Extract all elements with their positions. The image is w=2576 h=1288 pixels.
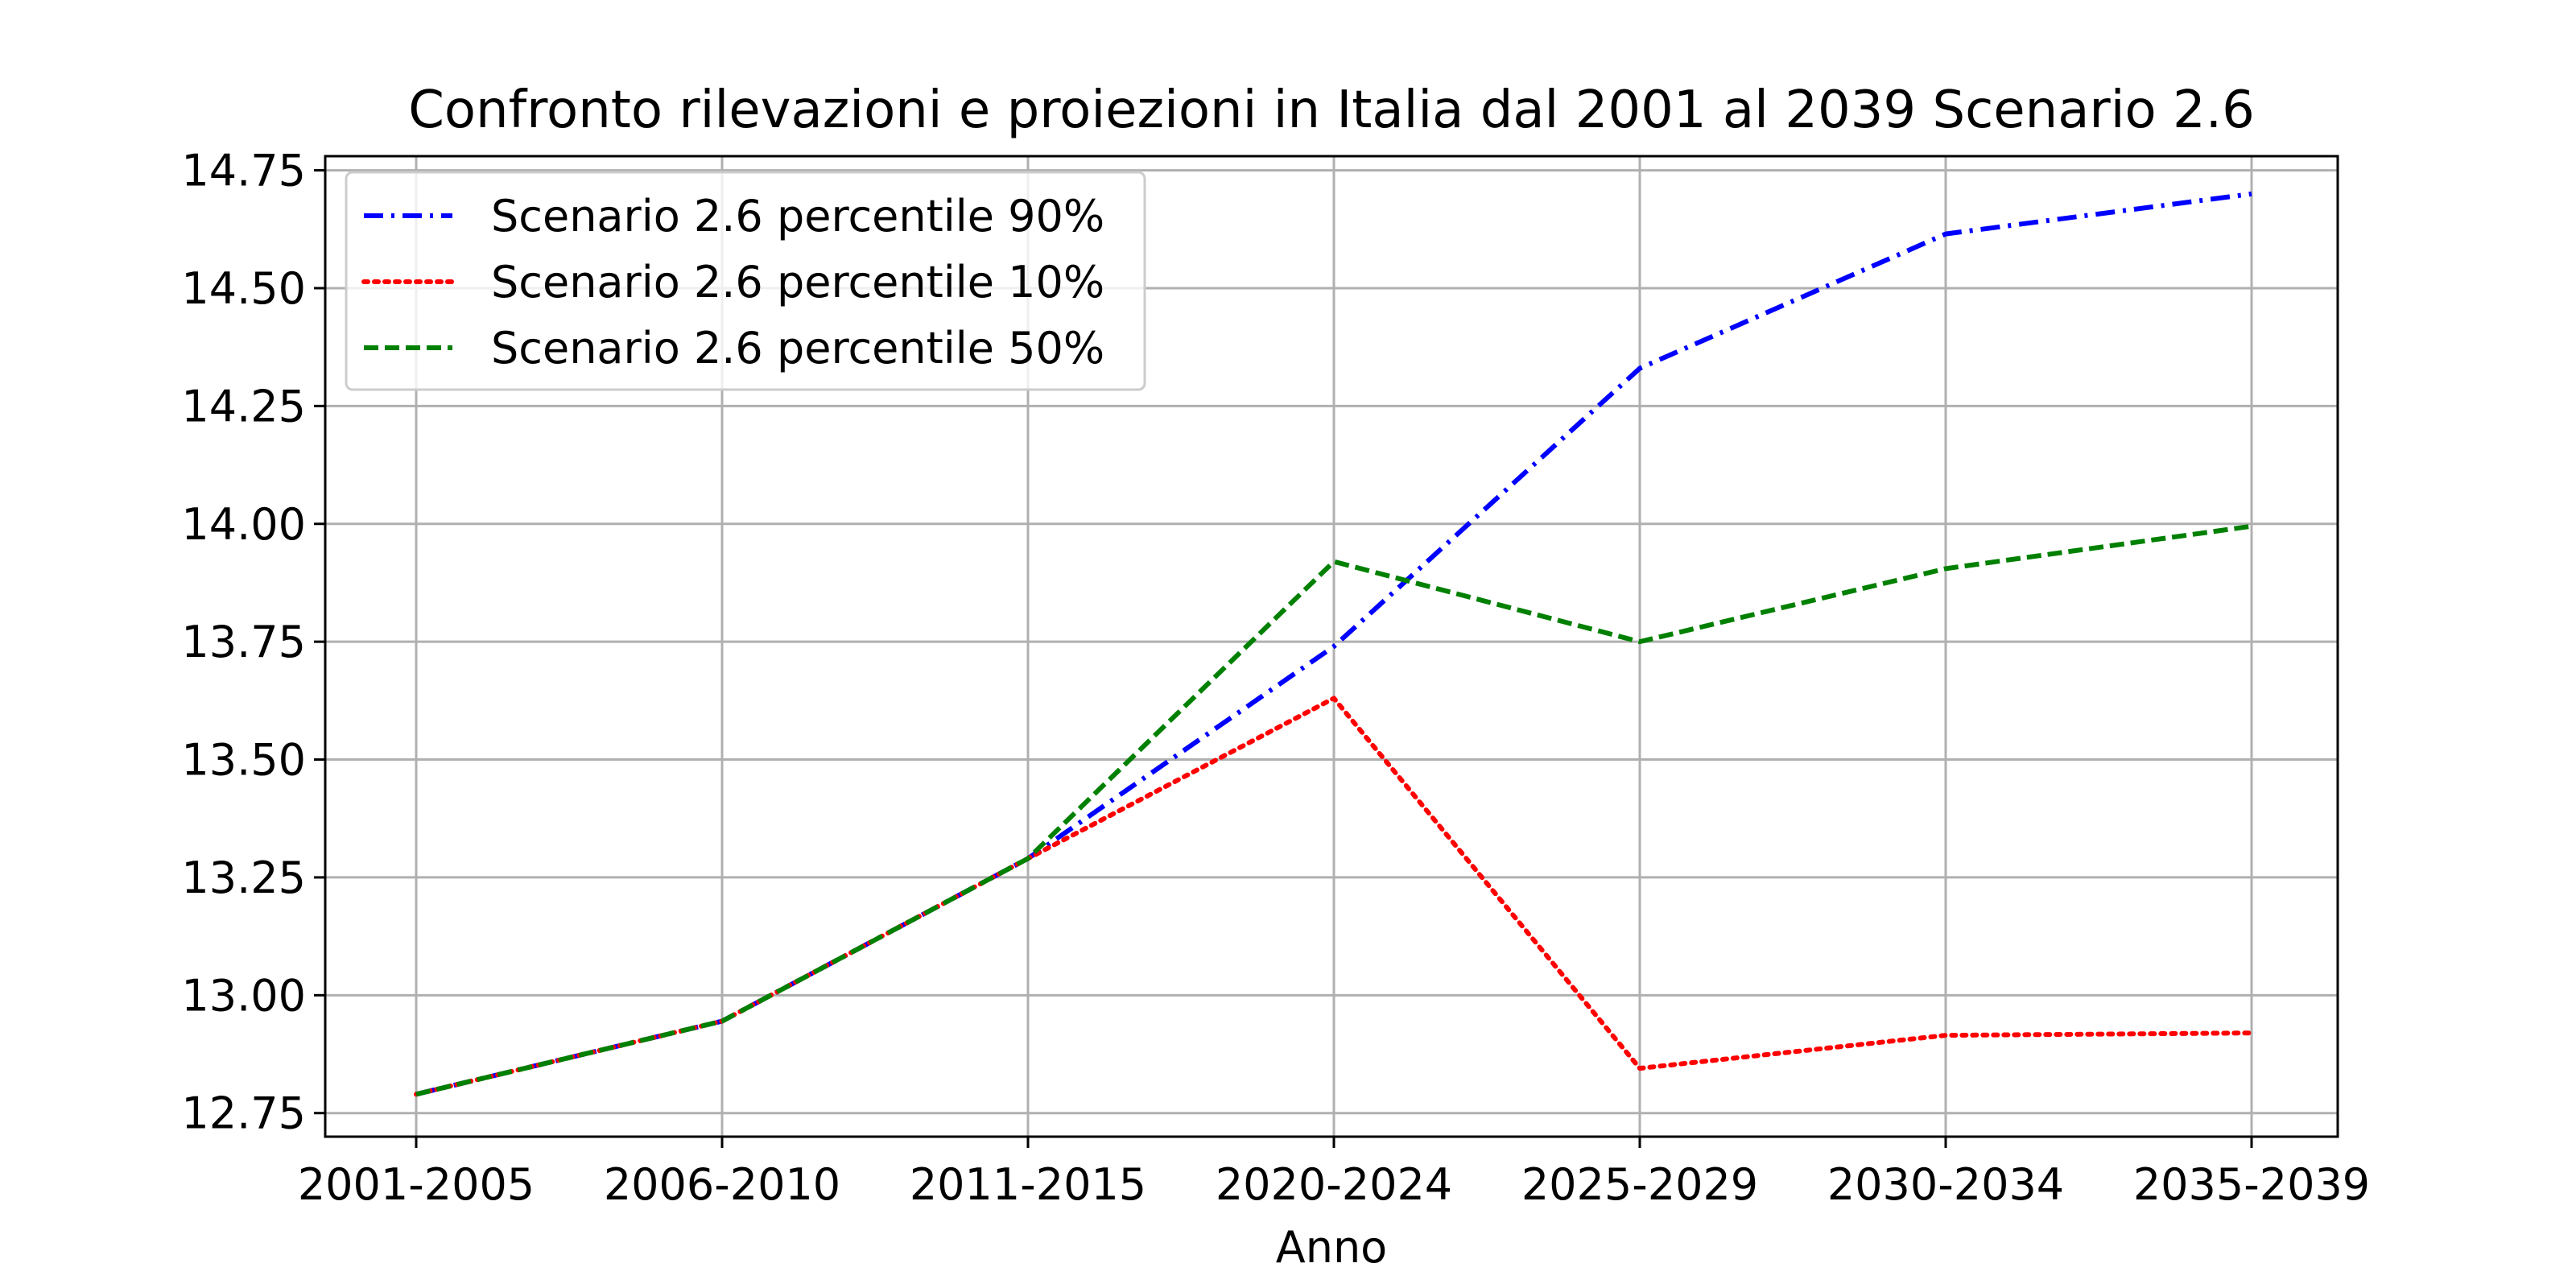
x-tick-label: 2001-2005	[298, 1159, 535, 1210]
legend-label-1: Scenario 2.6 percentile 90%	[491, 191, 1104, 242]
x-tick-label: 2035-2039	[2133, 1159, 2370, 1210]
plot-frame	[324, 155, 2339, 1138]
x-axis-label: Anno	[1276, 1222, 1387, 1273]
legend-label-2: Scenario 2.6 percentile 10%	[491, 257, 1104, 308]
y-tick-label: 13.75	[181, 617, 306, 667]
y-tick-label: 13.50	[181, 735, 306, 786]
legend: Scenario 2.6 percentile 90% Scenario 2.6 …	[345, 171, 1146, 391]
x-tick-label: 2006-2010	[604, 1159, 840, 1210]
chart-title: Confronto rilevazioni e proiezioni in It…	[408, 80, 2255, 140]
y-tick-label: 13.00	[181, 970, 306, 1021]
x-axis-ticks: 2001-2005 2006-2010 2011-2015 2020-2024 2025…	[298, 1137, 2370, 1210]
data-series	[414, 191, 2254, 1097]
y-tick-label: 14.75	[181, 146, 306, 196]
series-line-3	[415, 523, 2252, 1097]
x-tick-label: 2020-2024	[1216, 1159, 1452, 1210]
y-axis-ticks: 12.75 13.00 13.25 13.50 13.75 14.00 14.25 14.50…	[181, 146, 325, 1139]
legend-box	[345, 171, 1146, 391]
x-tick-label: 2011-2015	[910, 1159, 1146, 1210]
y-tick-label: 14.00	[181, 499, 306, 550]
y-tick-label: 12.75	[181, 1088, 306, 1139]
x-tick-label: 2025-2029	[1521, 1159, 1758, 1210]
y-tick-label: 13.25	[181, 852, 306, 903]
y-tick-label: 14.25	[181, 381, 306, 431]
x-tick-label: 2030-2034	[1827, 1159, 2064, 1210]
legend-label-3: Scenario 2.6 percentile 50%	[491, 323, 1104, 374]
y-tick-label: 14.50	[181, 263, 306, 314]
